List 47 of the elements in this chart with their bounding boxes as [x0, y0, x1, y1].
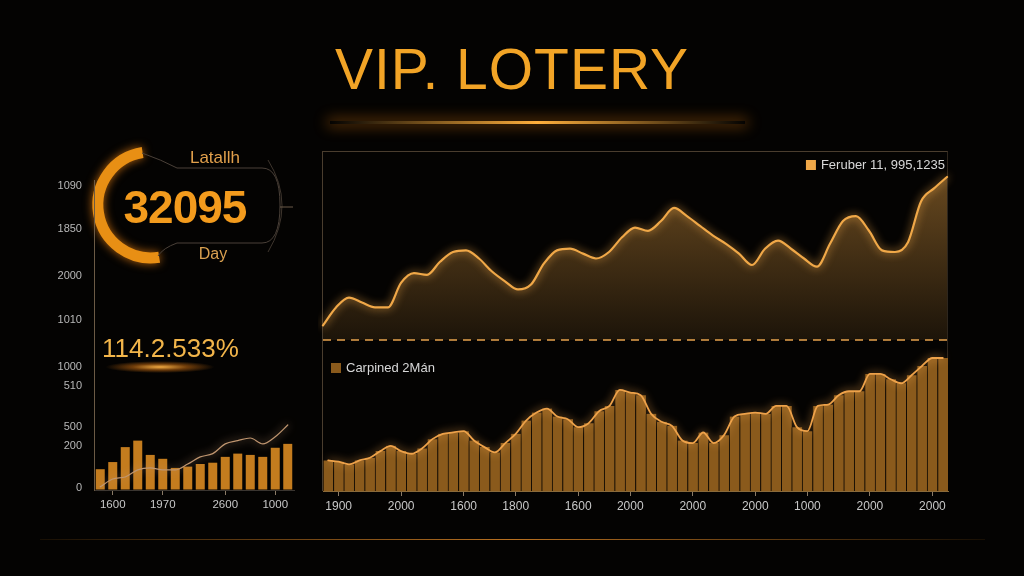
legend-label: Feruber 11, 995,1235	[820, 156, 946, 172]
text: 114.2.533%	[102, 333, 239, 364]
bar	[170, 467, 180, 490]
bar	[245, 454, 255, 490]
bar	[183, 466, 193, 490]
x-tick-label: 1600	[564, 498, 592, 513]
bar	[158, 458, 168, 490]
bar	[233, 453, 243, 490]
text: Latallh	[189, 148, 241, 168]
x-tick-label: 2600	[212, 498, 239, 511]
x-tick-label: 1800	[502, 498, 530, 513]
text: 500	[63, 420, 82, 433]
bar	[208, 462, 218, 490]
bar	[195, 464, 205, 490]
text: 1850	[57, 222, 82, 235]
x-tick-label: 1900	[325, 498, 353, 513]
x-tick-label: 2000	[856, 498, 884, 513]
bar	[258, 456, 268, 490]
text: 32095	[123, 180, 247, 234]
x-tick-label: 2000	[387, 498, 415, 513]
text: 1010	[57, 313, 82, 326]
bar	[220, 456, 230, 490]
x-tick-label: 2000	[919, 498, 947, 513]
x-tick-label: 1970	[149, 498, 176, 511]
text: VIP. LOTERY	[334, 37, 690, 103]
bar	[120, 447, 130, 490]
x-tick-label: 1000	[794, 498, 822, 513]
text: Day	[198, 244, 228, 264]
text: 1090	[57, 179, 82, 192]
x-tick-label: 2000	[616, 498, 644, 513]
x-tick-label: 1000	[262, 498, 289, 511]
text: 1000	[57, 360, 82, 373]
x-tick-label: 2000	[741, 498, 769, 513]
x-tick-label: 1600	[450, 498, 478, 513]
bar	[145, 454, 155, 490]
bar	[270, 447, 280, 490]
text: 200	[63, 439, 82, 452]
x-tick-label: 2000	[679, 498, 707, 513]
bar	[108, 462, 118, 490]
text: 0	[75, 481, 82, 494]
text: 510	[63, 379, 82, 392]
legend-label: Carpined 2Mán	[346, 359, 435, 375]
x-tick-label: 1600	[99, 498, 126, 511]
bar	[283, 443, 293, 490]
text: 2000	[57, 269, 82, 282]
bar	[133, 440, 143, 490]
bar	[95, 469, 105, 490]
